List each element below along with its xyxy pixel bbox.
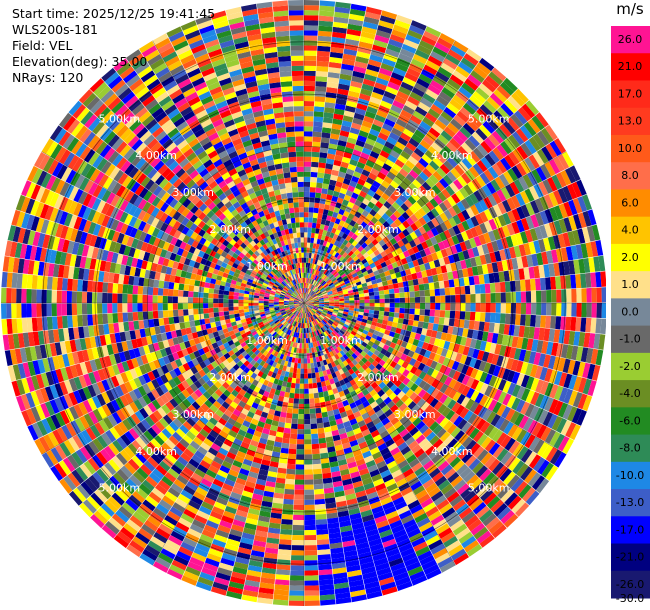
- azimuth-spoke: [152, 40, 305, 304]
- colorbar-tick-label: -10.0: [616, 469, 644, 482]
- field-label: Field: VEL: [12, 38, 73, 53]
- instrument-label: WLS200s-181: [12, 22, 98, 37]
- range-label: 1.00km: [246, 334, 288, 347]
- range-label: 1.00km: [320, 260, 362, 273]
- range-label: 4.00km: [135, 149, 177, 162]
- colorbar-swatch: [611, 380, 650, 408]
- azimuth-spoke: [303, 40, 456, 304]
- range-label: 3.00km: [394, 408, 436, 421]
- azimuth-spoke: [303, 302, 456, 566]
- elevation-label: Elevation(deg): 35.00: [12, 54, 148, 69]
- colorbar-tick-label: 21.0: [618, 60, 643, 73]
- range-label: 3.00km: [394, 186, 436, 199]
- range-label: 3.00km: [172, 408, 214, 421]
- colorbar-swatch: [611, 80, 650, 109]
- colorbar-tick-label: 0.0: [621, 305, 639, 318]
- colorbar-unit: m/s: [616, 0, 644, 18]
- colorbar-tick-label: 17.0: [618, 87, 643, 100]
- colorbar-tick-label: 1.0: [621, 278, 639, 291]
- colorbar-swatch: [611, 271, 650, 299]
- ppi-plot: 1.00km 1.00km 1.00km 1.00km 2.00km 2.00km 2.00…: [1, 0, 606, 606]
- colorbar-swatch: [611, 434, 650, 463]
- colorbar-tick-label: 6.0: [621, 196, 639, 209]
- range-label: 4.00km: [431, 149, 473, 162]
- range-label: 3.00km: [172, 186, 214, 199]
- colorbar-swatch: [611, 134, 650, 163]
- colorbar-tick-label: 10.0: [618, 142, 643, 155]
- colorbar-swatch: [611, 352, 650, 381]
- azimuth-spoke: [303, 151, 567, 304]
- colorbar-swatch: [611, 107, 650, 136]
- colorbar-swatch: [611, 26, 650, 54]
- nrays-label: NRays: 120: [12, 70, 84, 85]
- azimuth-spoke: [41, 151, 305, 304]
- colorbar-swatch: [611, 461, 650, 490]
- range-label: 2.00km: [357, 223, 399, 236]
- colorbar-swatch: [611, 325, 650, 354]
- colorbar-tick-label: -26.0: [616, 578, 644, 591]
- colorbar-tick-label: -30.0: [616, 592, 644, 605]
- colorbar-tick-label: 26.0: [618, 33, 643, 46]
- colorbar-swatch: [611, 162, 650, 190]
- colorbar-swatch: [611, 216, 650, 245]
- colorbar-tick-label: 13.0: [618, 115, 643, 128]
- start-time-label: Start time: 2025/12/25 19:41:45: [12, 6, 216, 21]
- range-label: 2.00km: [209, 223, 251, 236]
- colorbar-swatch: [611, 243, 650, 272]
- range-label: 2.00km: [209, 371, 251, 384]
- range-label: 2.00km: [357, 371, 399, 384]
- range-label: 1.00km: [320, 334, 362, 347]
- azimuth-spoke: [41, 302, 305, 455]
- azimuth-spoke: [303, 302, 567, 455]
- colorbar-tick-label: -4.0: [619, 387, 640, 400]
- azimuth-spoke: [152, 302, 305, 566]
- colorbar-tick-label: -21.0: [616, 551, 644, 564]
- colorbar-tick-label: 2.0: [621, 251, 639, 264]
- range-label: 5.00km: [468, 482, 510, 495]
- colorbar-tick-label: -13.0: [616, 496, 644, 509]
- colorbar-swatch: [611, 189, 650, 218]
- range-label: 5.00km: [468, 112, 510, 125]
- colorbar-swatch: [611, 489, 650, 517]
- range-rings: [1, 0, 606, 606]
- colorbar-swatch: [611, 298, 650, 327]
- range-label: 4.00km: [135, 445, 177, 458]
- colorbar-tick-label: -6.0: [619, 414, 640, 427]
- colorbar: 26.0 21.0 17.0 13.0 10.0 8.0 6.0 4.0 2.0 1.0 0.0 -1…: [611, 26, 650, 605]
- colorbar-swatch: [611, 570, 650, 599]
- colorbar-swatch: [611, 407, 650, 436]
- colorbar-tick-label: 4.0: [621, 224, 639, 237]
- info-panel: Start time: 2025/12/25 19:41:45 WLS200s-…: [12, 6, 215, 86]
- colorbar-tick-label: -2.0: [619, 360, 640, 373]
- colorbar-tick-label: -1.0: [619, 333, 640, 346]
- ppi-gates: [1, 0, 606, 606]
- colorbar-tick-label: -8.0: [619, 442, 640, 455]
- range-label: 5.00km: [99, 112, 141, 125]
- range-label: 5.00km: [99, 482, 141, 495]
- range-label: 4.00km: [431, 445, 473, 458]
- range-label: 1.00km: [246, 260, 288, 273]
- colorbar-swatch: [611, 53, 650, 81]
- colorbar-tick-label: -17.0: [616, 523, 644, 536]
- colorbar-swatch: [611, 543, 650, 572]
- colorbar-tick-label: 8.0: [621, 169, 639, 182]
- colorbar-swatch: [611, 516, 650, 545]
